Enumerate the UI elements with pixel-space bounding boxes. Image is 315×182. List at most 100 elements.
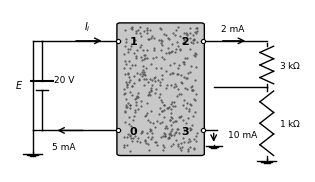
Point — [180, 82, 185, 84]
Point — [146, 93, 151, 96]
Point — [164, 34, 169, 37]
Point — [179, 80, 184, 83]
Point — [150, 79, 155, 82]
Point — [134, 103, 139, 106]
Point — [145, 32, 150, 35]
Point — [193, 134, 198, 137]
Point — [133, 108, 138, 111]
Point — [153, 92, 158, 95]
Point — [187, 146, 192, 149]
Point — [123, 73, 128, 76]
Point — [128, 133, 133, 136]
Point — [173, 29, 178, 32]
Point — [145, 37, 150, 40]
Point — [133, 64, 138, 67]
Point — [193, 140, 198, 143]
Point — [166, 136, 171, 139]
Point — [143, 141, 148, 144]
Point — [189, 85, 194, 88]
Point — [181, 41, 186, 44]
Point — [124, 37, 129, 40]
Point — [146, 93, 151, 96]
Point — [178, 116, 183, 119]
Point — [142, 84, 147, 87]
Point — [132, 135, 137, 138]
Point — [188, 103, 193, 106]
Point — [147, 29, 152, 32]
Point — [147, 77, 152, 80]
Text: 5 mA: 5 mA — [52, 143, 76, 152]
Point — [164, 86, 169, 89]
Point — [153, 76, 158, 79]
Point — [195, 30, 200, 33]
Point — [127, 90, 132, 93]
Point — [142, 54, 147, 57]
Point — [181, 129, 186, 132]
Point — [129, 45, 134, 48]
Point — [146, 81, 151, 84]
Point — [129, 93, 135, 96]
Point — [161, 115, 166, 118]
Point — [184, 122, 189, 125]
Point — [128, 134, 133, 137]
Point — [169, 72, 175, 75]
Point — [121, 143, 126, 146]
Point — [186, 149, 191, 152]
Point — [166, 135, 171, 138]
Point — [148, 90, 153, 93]
Point — [162, 134, 167, 137]
Point — [157, 80, 162, 83]
Point — [129, 25, 135, 28]
Point — [134, 29, 139, 32]
Point — [126, 60, 131, 62]
Point — [131, 52, 136, 54]
Point — [137, 78, 142, 80]
Point — [169, 49, 175, 52]
Point — [139, 43, 144, 46]
Point — [127, 76, 132, 79]
Point — [151, 46, 156, 49]
Point — [134, 31, 139, 34]
Point — [139, 131, 144, 134]
Point — [163, 124, 168, 127]
Point — [175, 87, 180, 90]
Point — [183, 76, 188, 79]
Point — [125, 102, 130, 105]
Point — [144, 112, 149, 114]
Point — [145, 49, 150, 52]
Point — [148, 88, 153, 91]
Point — [172, 62, 177, 65]
Point — [191, 146, 196, 149]
Point — [133, 96, 138, 99]
Point — [189, 85, 194, 88]
Point — [142, 73, 147, 76]
Point — [187, 126, 192, 129]
Point — [124, 85, 129, 88]
Point — [192, 37, 197, 40]
Point — [185, 116, 190, 119]
Point — [146, 148, 151, 151]
Point — [128, 79, 133, 82]
Point — [174, 128, 179, 131]
Point — [140, 74, 145, 77]
Point — [124, 84, 129, 87]
Point — [145, 136, 150, 139]
Point — [129, 63, 135, 66]
Point — [158, 27, 163, 30]
Point — [184, 77, 189, 80]
Point — [165, 106, 170, 109]
Point — [156, 79, 161, 82]
Point — [193, 65, 198, 68]
Point — [169, 115, 174, 118]
Point — [165, 47, 170, 50]
Point — [150, 34, 155, 37]
Point — [141, 69, 146, 72]
Point — [173, 120, 178, 122]
Point — [123, 106, 129, 108]
Text: 20 V: 20 V — [54, 76, 75, 85]
Point — [167, 38, 172, 41]
Point — [158, 106, 163, 109]
Point — [134, 55, 139, 58]
Point — [162, 134, 167, 137]
Point — [158, 122, 163, 125]
